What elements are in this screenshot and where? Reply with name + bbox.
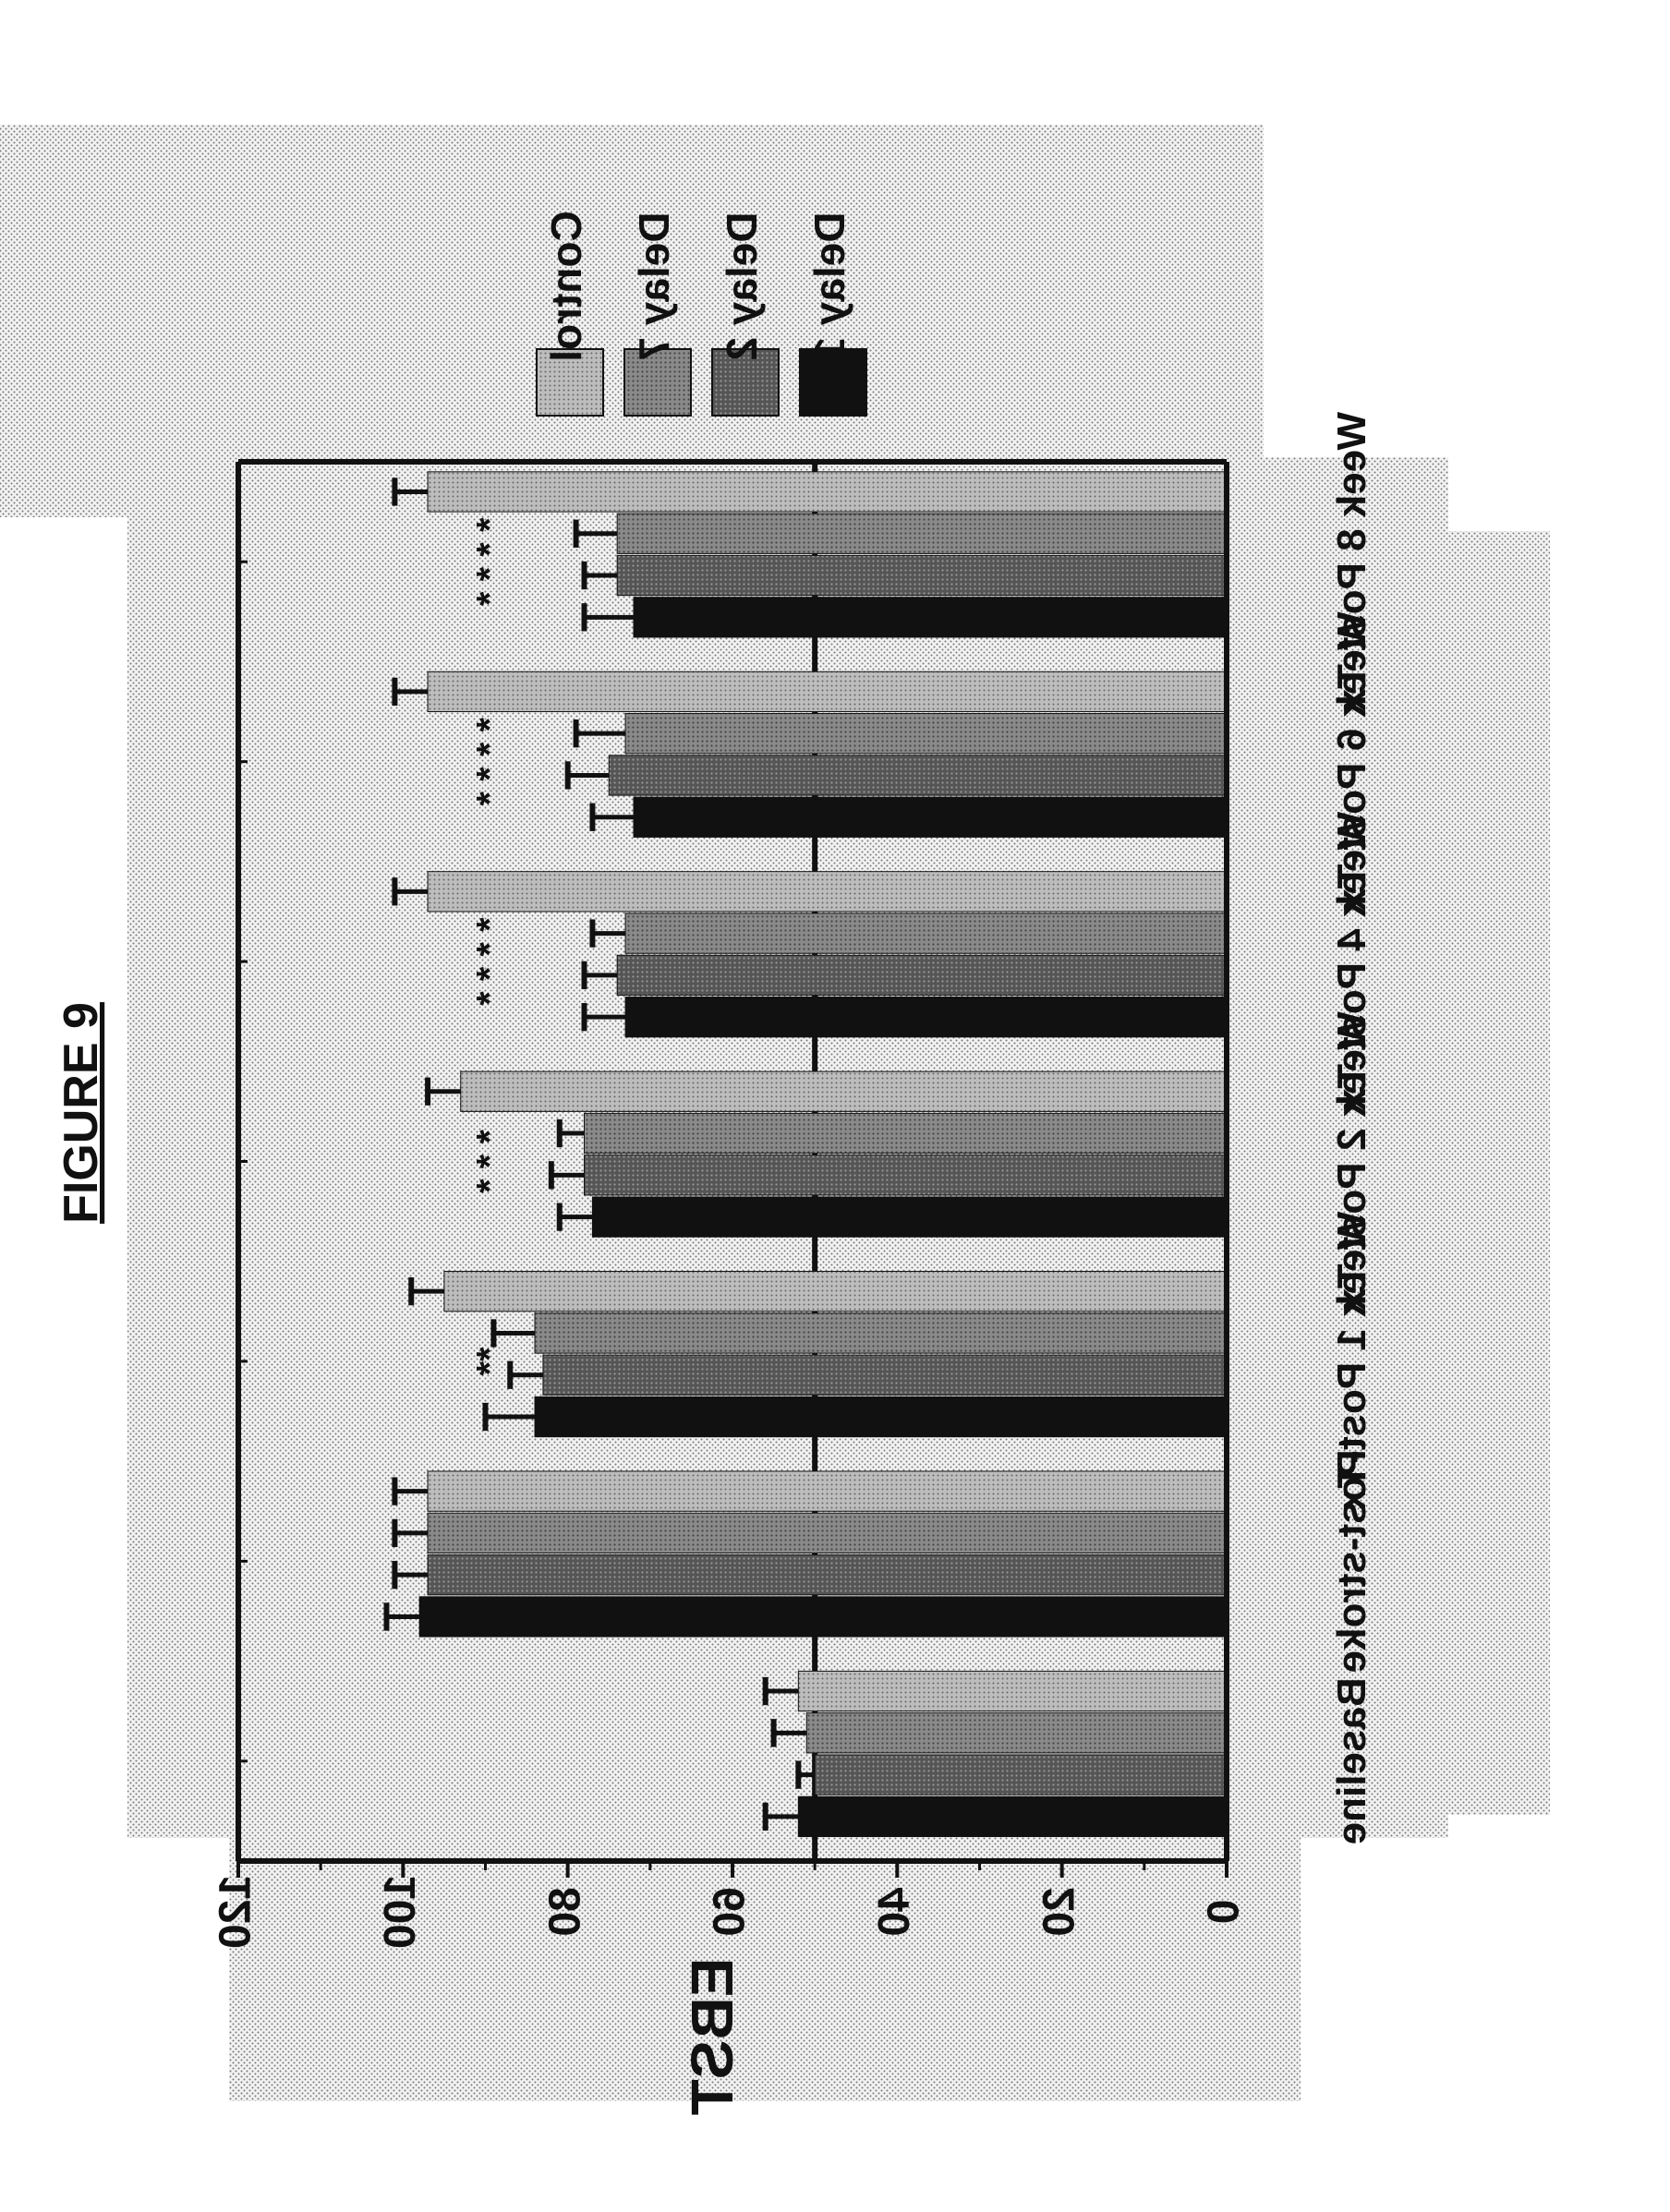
- bar-delay-7: [584, 1112, 1228, 1154]
- category-label: Week 1 Post-Tx: [1329, 1212, 1374, 1512]
- category-label: Week 8 Post-Tx: [1329, 412, 1374, 712]
- bar-delay-2: [427, 1554, 1228, 1596]
- legend-label: Delay 1: [805, 212, 853, 360]
- bar-delay-2: [542, 1354, 1228, 1396]
- legend-swatch-delay-1: [799, 348, 867, 417]
- bar-delay-7: [805, 1712, 1228, 1754]
- bar-delay-7: [624, 913, 1228, 954]
- legend: Delay 1 Delay 2 Delay 7 Control: [536, 211, 867, 417]
- bar-delay-7: [427, 1512, 1228, 1554]
- bar-delay-7: [624, 713, 1228, 755]
- legend-label: Control: [542, 211, 590, 362]
- bar-delay-7: [534, 1312, 1228, 1354]
- y-axis-title: EBST: [679, 1958, 745, 2116]
- y-tick-label: 100: [376, 1875, 425, 1949]
- bar-delay-1: [534, 1396, 1228, 1438]
- xlabel-background: [1264, 531, 1550, 1815]
- bar-control: [427, 871, 1228, 913]
- significance-stars: * * * *: [469, 718, 510, 806]
- y-tick-label: 40: [870, 1887, 919, 1936]
- legend-label: Delay 7: [630, 212, 678, 360]
- category-label: Week 6 Post-Tx: [1329, 611, 1374, 912]
- bar-delay-1: [624, 997, 1228, 1038]
- ylabel-background: [229, 1838, 1301, 2101]
- y-tick-label: 0: [1200, 1900, 1249, 1925]
- bar-control: [443, 1271, 1228, 1312]
- bar-delay-2: [584, 1154, 1228, 1196]
- bar-delay-1: [797, 1795, 1228, 1838]
- bar-control: [460, 1070, 1228, 1112]
- y-tick-label: 60: [706, 1887, 755, 1936]
- category-label: Baseline: [1329, 1677, 1374, 1844]
- bar-delay-1: [633, 597, 1228, 638]
- y-tick-label: 20: [1035, 1887, 1083, 1936]
- bar-delay-2: [616, 954, 1228, 997]
- category-label: Week 2 Post-Tx: [1329, 1011, 1374, 1311]
- legend-background: [0, 125, 1264, 517]
- bar-delay-1: [591, 1196, 1228, 1238]
- category-label: Week 4 Post-Tx: [1329, 812, 1374, 1112]
- figure-label: FIGURE 9: [54, 1002, 108, 1224]
- significance-stars: **: [469, 1347, 510, 1376]
- bar-delay-2: [608, 755, 1228, 796]
- significance-stars: * * *: [469, 1130, 510, 1193]
- bar-control: [427, 471, 1228, 513]
- bar-control: [427, 1470, 1228, 1512]
- bar-delay-2: [616, 554, 1228, 597]
- bar-delay-7: [616, 513, 1228, 554]
- legend-swatch-delay-2: [711, 348, 780, 417]
- legend-swatch-delay-7: [623, 348, 692, 417]
- legend-label: Delay 2: [718, 212, 766, 360]
- category-label: Post-stroke: [1329, 1449, 1374, 1673]
- y-tick-label: 80: [540, 1887, 589, 1936]
- bar-control: [797, 1670, 1228, 1712]
- legend-swatch-control: [536, 348, 604, 417]
- significance-stars: * * * *: [469, 517, 510, 606]
- bar-delay-1: [633, 796, 1228, 838]
- bar-delay-1: [418, 1596, 1228, 1638]
- bar-control: [427, 671, 1228, 713]
- y-tick-label: 120: [212, 1875, 260, 1949]
- significance-stars: * * * *: [469, 917, 510, 1006]
- bar-delay-2: [814, 1754, 1228, 1795]
